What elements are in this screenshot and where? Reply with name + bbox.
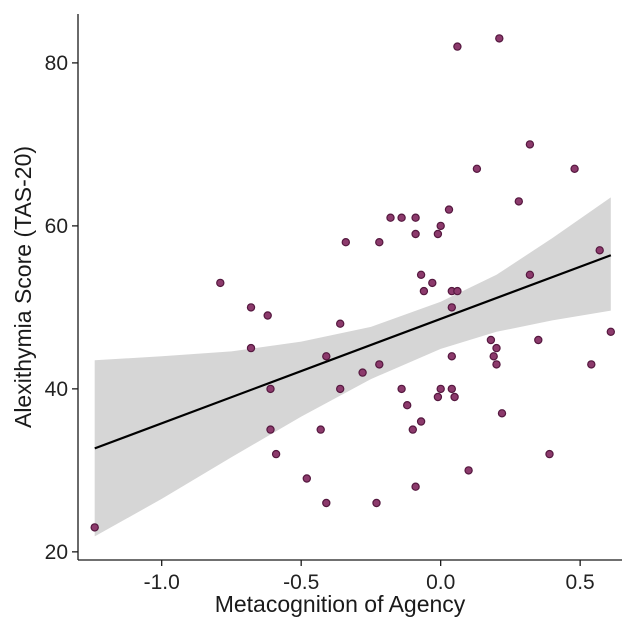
data-point bbox=[428, 278, 437, 288]
data-point bbox=[375, 360, 384, 369]
data-point bbox=[497, 409, 507, 418]
data-point bbox=[436, 221, 445, 231]
data-point bbox=[411, 482, 420, 491]
data-point bbox=[436, 384, 445, 394]
confidence-band-layer bbox=[94, 197, 611, 537]
data-point bbox=[302, 474, 311, 483]
data-point bbox=[453, 42, 462, 51]
data-point bbox=[246, 303, 256, 312]
data-point bbox=[472, 164, 482, 173]
data-point bbox=[375, 237, 384, 247]
data-point bbox=[447, 303, 456, 312]
data-point bbox=[525, 140, 535, 149]
data-point bbox=[492, 343, 501, 353]
data-point bbox=[271, 449, 281, 459]
data-point bbox=[411, 213, 420, 222]
data-point bbox=[336, 384, 345, 394]
x-tick-label: 0.0 bbox=[426, 571, 455, 594]
data-point bbox=[322, 352, 331, 361]
data-point bbox=[453, 286, 462, 296]
data-point bbox=[397, 384, 406, 394]
data-point bbox=[447, 384, 456, 394]
data-point bbox=[90, 523, 99, 532]
data-point bbox=[606, 327, 616, 336]
x-tick-label: 0.5 bbox=[566, 571, 595, 594]
axes-layer: -1.0 -0.5 0.0 0.5 20 40 60 80 Metacognition of A… bbox=[10, 14, 622, 617]
data-point bbox=[489, 352, 498, 361]
y-tick-label: 60 bbox=[45, 215, 68, 238]
data-point bbox=[246, 343, 256, 353]
data-point bbox=[464, 466, 473, 475]
data-point bbox=[492, 360, 501, 369]
data-point bbox=[587, 360, 596, 369]
regression-line bbox=[94, 254, 612, 450]
data-point bbox=[495, 34, 504, 43]
data-point bbox=[397, 213, 406, 222]
data-point bbox=[416, 417, 426, 426]
points-layer bbox=[90, 34, 616, 532]
data-point bbox=[266, 384, 275, 394]
data-point bbox=[595, 246, 604, 255]
data-point bbox=[322, 498, 331, 508]
y-tick-label: 20 bbox=[45, 541, 68, 564]
y-tick-label: 80 bbox=[45, 52, 68, 75]
data-point bbox=[433, 392, 443, 402]
data-point bbox=[416, 270, 426, 279]
data-point bbox=[316, 425, 325, 434]
data-point bbox=[525, 270, 535, 279]
data-point bbox=[403, 401, 412, 410]
x-tick-label: -0.5 bbox=[283, 571, 319, 594]
data-point bbox=[545, 449, 554, 459]
y-tick-label: 40 bbox=[45, 378, 68, 401]
data-point bbox=[372, 498, 381, 508]
data-point bbox=[419, 286, 429, 296]
y-axis-title: Alexithymia Score (TAS-20) bbox=[10, 146, 36, 428]
data-point bbox=[534, 335, 543, 345]
data-point bbox=[386, 213, 395, 222]
confidence-band bbox=[94, 197, 611, 537]
data-point bbox=[570, 164, 579, 173]
data-point bbox=[433, 229, 443, 239]
data-point bbox=[486, 335, 496, 345]
data-point bbox=[263, 311, 272, 320]
data-point bbox=[266, 425, 275, 434]
x-axis-title: Metacognition of Agency bbox=[215, 591, 466, 617]
data-point bbox=[408, 425, 417, 434]
data-point bbox=[341, 237, 350, 247]
data-point bbox=[444, 205, 454, 214]
fit-line-layer bbox=[94, 254, 612, 450]
data-point bbox=[450, 392, 459, 402]
data-point bbox=[411, 229, 420, 239]
data-point bbox=[358, 368, 367, 377]
data-point bbox=[447, 352, 456, 361]
data-point bbox=[216, 278, 225, 288]
x-tick-label: -1.0 bbox=[144, 571, 180, 594]
data-point bbox=[336, 319, 345, 328]
data-point bbox=[514, 197, 524, 206]
